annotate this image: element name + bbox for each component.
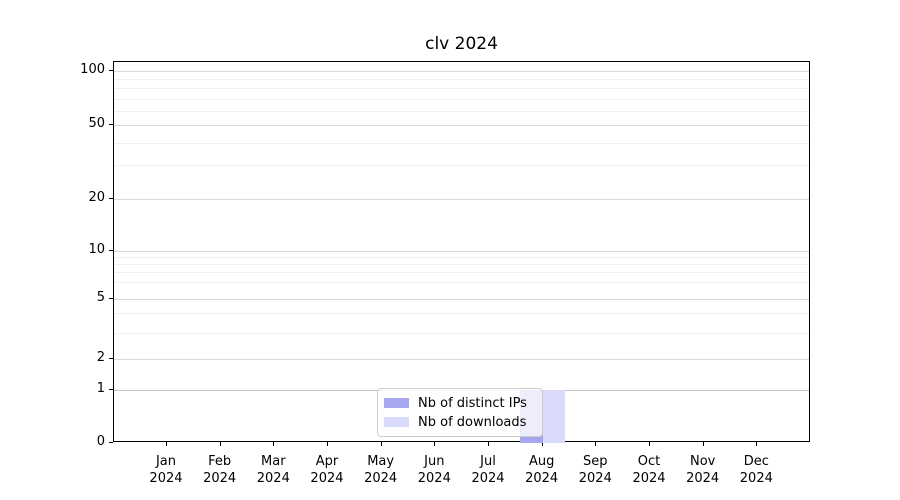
month-label: Apr bbox=[315, 454, 339, 469]
x-axis-tick-label: Sep 2024 bbox=[563, 453, 627, 487]
x-axis-tick bbox=[219, 442, 221, 446]
y-minor-gridline bbox=[114, 111, 809, 113]
month-label: Dec bbox=[743, 454, 769, 469]
x-axis-tick bbox=[380, 442, 382, 446]
y-major-gridline bbox=[114, 250, 809, 252]
month-label: Jun bbox=[424, 454, 445, 469]
x-axis-tick-label: Jun 2024 bbox=[402, 453, 466, 487]
x-axis-tick-label: Apr 2024 bbox=[295, 453, 359, 487]
y-major-gridline bbox=[114, 71, 809, 73]
x-axis-tick-label: Aug 2024 bbox=[510, 453, 574, 487]
y-major-gridline bbox=[114, 124, 809, 126]
x-axis-tick bbox=[595, 442, 597, 446]
legend-label: Nb of distinct IPs bbox=[418, 395, 527, 411]
y-minor-gridline bbox=[114, 88, 809, 90]
y-major-gridline bbox=[114, 298, 809, 300]
month-label: Jan bbox=[155, 454, 176, 469]
chart-title: clv 2024 bbox=[425, 34, 498, 54]
x-axis-tick-label: Jul 2024 bbox=[456, 453, 520, 487]
x-axis-tick-label: Dec 2024 bbox=[724, 453, 788, 487]
year-label: 2024 bbox=[417, 471, 451, 486]
x-axis-tick bbox=[702, 442, 704, 446]
x-axis-tick bbox=[326, 442, 328, 446]
year-label: 2024 bbox=[364, 471, 398, 486]
y-axis-tick-label: 100 bbox=[80, 62, 105, 78]
y-axis-tick-label: 0 bbox=[96, 434, 105, 449]
month-label: Feb bbox=[208, 454, 232, 469]
y-axis-tick-label: 1 bbox=[96, 381, 105, 397]
year-label: 2024 bbox=[632, 471, 666, 486]
y-minor-gridline bbox=[114, 79, 809, 81]
x-axis-tick bbox=[273, 442, 275, 446]
x-axis-tick-label: Mar 2024 bbox=[241, 453, 305, 487]
month-label: Jul bbox=[480, 454, 496, 469]
y-major-gridline bbox=[114, 199, 809, 201]
year-label: 2024 bbox=[686, 471, 720, 486]
y-axis-tick bbox=[109, 70, 113, 72]
x-axis-tick bbox=[756, 442, 758, 446]
bar-downloads bbox=[542, 390, 566, 443]
x-axis-tick-label: Feb 2024 bbox=[188, 453, 252, 487]
x-axis-tick bbox=[541, 442, 543, 446]
month-label: Mar bbox=[261, 454, 286, 469]
y-axis-tick bbox=[109, 357, 113, 359]
legend-label: Nb of downloads bbox=[418, 414, 527, 430]
x-axis-tick bbox=[165, 442, 167, 446]
y-minor-gridline bbox=[114, 264, 809, 266]
y-axis-tick-label: 10 bbox=[88, 241, 105, 257]
year-label: 2024 bbox=[256, 471, 290, 486]
month-label: May bbox=[367, 454, 395, 469]
year-label: 2024 bbox=[310, 471, 344, 486]
x-axis-tick bbox=[434, 442, 436, 446]
year-label: 2024 bbox=[203, 471, 237, 486]
y-axis-tick bbox=[109, 249, 113, 251]
year-label: 2024 bbox=[578, 471, 612, 486]
y-axis-tick-label: 20 bbox=[88, 190, 105, 206]
y-minor-gridline bbox=[114, 142, 809, 144]
month-label: Sep bbox=[583, 454, 608, 469]
year-label: 2024 bbox=[471, 471, 505, 486]
x-axis-tick-label: Jan 2024 bbox=[134, 453, 198, 487]
legend-item: Nb of distinct IPs bbox=[384, 396, 536, 411]
y-axis-tick-label: 5 bbox=[96, 289, 105, 305]
y-axis-tick bbox=[109, 442, 113, 443]
month-label: Nov bbox=[689, 454, 716, 469]
legend-item: Nb of downloads bbox=[384, 415, 536, 430]
y-axis-tick bbox=[109, 389, 113, 391]
x-axis-tick bbox=[487, 442, 489, 446]
month-label: Oct bbox=[637, 454, 661, 469]
y-minor-gridline bbox=[114, 313, 809, 315]
y-minor-gridline bbox=[114, 281, 809, 283]
year-label: 2024 bbox=[739, 471, 773, 486]
month-label: Aug bbox=[528, 454, 555, 469]
y-minor-gridline bbox=[114, 165, 809, 167]
legend-swatch bbox=[384, 398, 409, 408]
x-axis-tick bbox=[648, 442, 650, 446]
y-axis-tick bbox=[109, 198, 113, 200]
x-axis-tick-label: May 2024 bbox=[349, 453, 413, 487]
y-minor-gridline bbox=[114, 332, 809, 334]
plot-area bbox=[113, 61, 810, 443]
y-axis-tick bbox=[109, 297, 113, 299]
x-axis-tick-label: Oct 2024 bbox=[617, 453, 681, 487]
year-label: 2024 bbox=[149, 471, 183, 486]
legend-swatch bbox=[384, 417, 409, 427]
legend: Nb of distinct IPs Nb of downloads bbox=[377, 388, 543, 437]
year-label: 2024 bbox=[525, 471, 559, 486]
y-major-gridline bbox=[114, 358, 809, 360]
y-minor-gridline bbox=[114, 257, 809, 259]
y-axis-tick-label: 50 bbox=[88, 115, 105, 131]
y-axis-tick-label: 2 bbox=[96, 349, 105, 365]
x-axis-tick-label: Nov 2024 bbox=[671, 453, 735, 487]
y-minor-gridline bbox=[114, 98, 809, 100]
y-axis-tick bbox=[109, 123, 113, 125]
y-minor-gridline bbox=[114, 272, 809, 274]
